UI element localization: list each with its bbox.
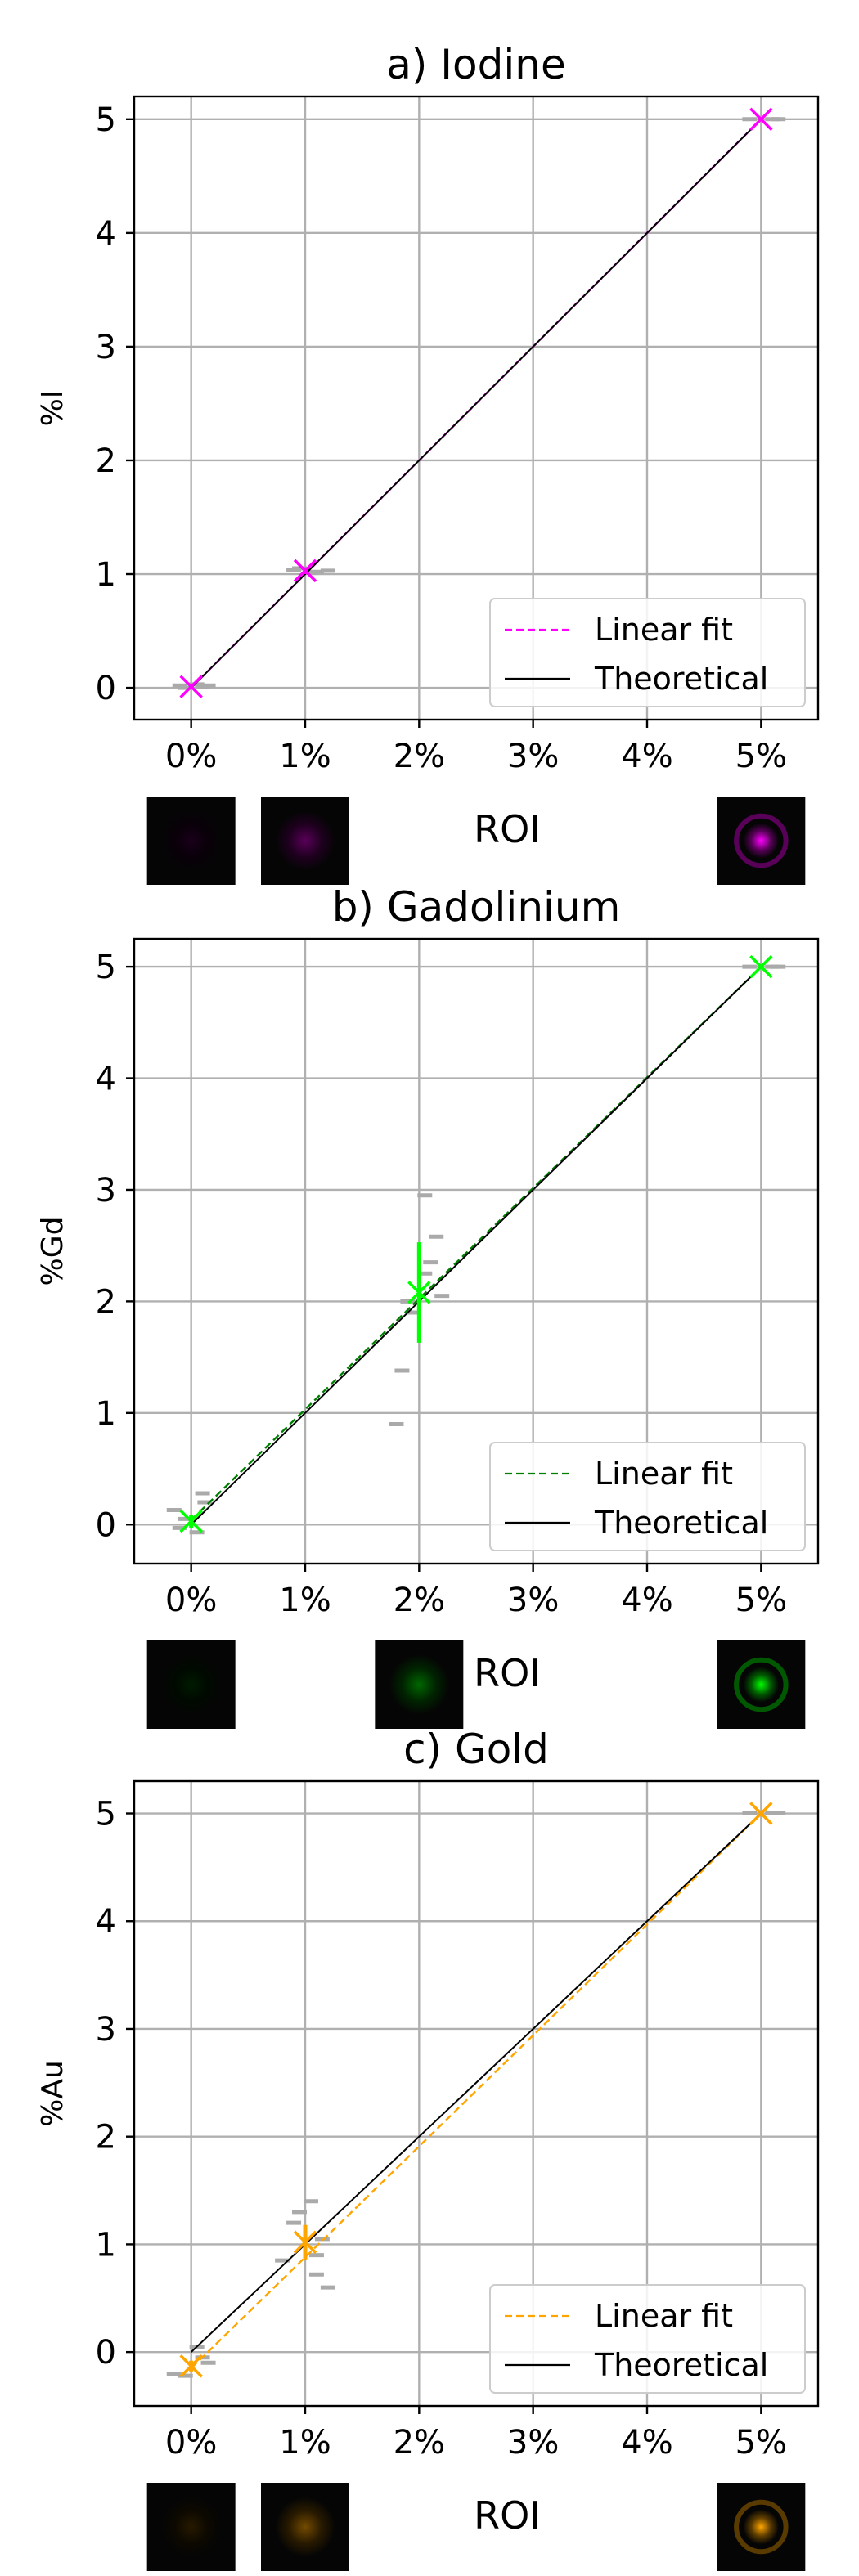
chart-1-xtick-label-2: 2% <box>394 1582 445 1619</box>
chart-2-xtick-label-4: 4% <box>621 2424 672 2462</box>
chart-2-ytick-label-5: 5 <box>96 1796 116 1833</box>
chart-1-group: b) Gadolinium 0 1 2 3 4 5 0% 1% 2% 3% 4% 5% %Gd ROI Lin… <box>36 883 820 1729</box>
chart-1-title: b) Gadolinium <box>332 883 621 931</box>
chart-2-xtick-label-3: 3% <box>507 2424 559 2462</box>
chart-0-mean-marker-2 <box>749 107 773 132</box>
chart-2-legend-label-0: Linear fit <box>595 2298 733 2334</box>
chart-2-mean-marker-0 <box>179 2354 203 2378</box>
chart-0-axes-frame <box>133 95 820 721</box>
chart-2-plot-area <box>166 1802 786 2378</box>
chart-1-ytick-label-1: 1 <box>96 1395 116 1433</box>
chart-2-xtick-label-5: 5% <box>735 2424 787 2462</box>
chart-1-roi-thumbnail-spot-1 <box>389 1654 450 1715</box>
chart-1-plot-area <box>166 954 786 1535</box>
chart-1-ylabel: %Gd <box>36 1217 70 1286</box>
chart-2-axes-frame <box>133 1779 820 2408</box>
chart-1-xtick-label-5: 5% <box>735 1582 787 1619</box>
chart-0-roi-thumbnail-spot-0 <box>160 810 222 871</box>
chart-0-roi-thumbnail-spot-2 <box>743 823 779 859</box>
chart-2-mean-marker-2 <box>749 1802 773 1825</box>
chart-0-xtick-label-0: 0% <box>165 738 217 775</box>
chart-2-legend-label-1: Theoretical <box>594 2347 768 2383</box>
chart-0-xtick-label-3: 3% <box>507 738 559 775</box>
chart-2-ytick-label-2: 2 <box>96 2119 116 2156</box>
chart-1-mean-marker-2 <box>749 954 773 979</box>
chart-0-mean-marker-1 <box>293 559 317 583</box>
chart-0-ylabel: %I <box>36 390 70 427</box>
chart-0-ytick-label-5: 5 <box>96 101 116 139</box>
chart-0-xtick-label-4: 4% <box>621 738 672 775</box>
chart-1-ytick-label-2: 2 <box>96 1283 116 1321</box>
chart-0-roi-thumbnail-spot-1 <box>275 810 335 871</box>
chart-0-legend-label-1: Theoretical <box>594 661 768 697</box>
chart-0-xtick-label-2: 2% <box>394 738 445 775</box>
chart-1-xlabel: ROI <box>474 1651 541 1695</box>
chart-2-linear-fit-line <box>190 1812 762 2369</box>
chart-1-xtick-label-3: 3% <box>507 1582 559 1619</box>
chart-0-xlabel: ROI <box>474 807 541 851</box>
chart-0-ytick-label-4: 4 <box>96 215 116 253</box>
chart-1-mean-marker-1 <box>407 1281 431 1304</box>
chart-2-ytick-label-1: 1 <box>96 2226 116 2264</box>
chart-2-ytick-label-0: 0 <box>96 2334 116 2372</box>
chart-0-mean-marker-0 <box>179 675 203 698</box>
chart-2-ytick-label-4: 4 <box>96 1903 116 1941</box>
chart-2-xtick-label-2: 2% <box>394 2424 445 2462</box>
chart-1-linear-fit-line <box>190 966 762 1521</box>
chart-0-title: a) Iodine <box>386 41 565 88</box>
chart-1-ytick-label-4: 4 <box>96 1061 116 1098</box>
chart-0-group: a) Iodine 0 1 2 3 4 5 0% 1% 2% 3% 4% 5% %I ROI Linear f… <box>36 41 820 885</box>
chart-1-ytick-label-5: 5 <box>96 949 116 986</box>
chart-0-theoretical-line <box>190 119 762 689</box>
chart-2-xtick-label-0: 0% <box>165 2424 217 2462</box>
chart-1-ytick-label-3: 3 <box>96 1172 116 1209</box>
chart-0-ytick-label-3: 3 <box>96 329 116 366</box>
chart-1-axes-frame <box>133 937 820 1565</box>
chart-1-ytick-label-0: 0 <box>96 1506 116 1544</box>
chart-2-theoretical-line <box>190 1812 762 2353</box>
chart-1-roi-thumbnail-spot-0 <box>160 1654 222 1715</box>
chart-1-legend-label-1: Theoretical <box>594 1505 768 1541</box>
chart-1-xtick-label-4: 4% <box>621 1582 672 1619</box>
chart-1-xtick-label-1: 1% <box>279 1582 331 1619</box>
chart-2-xlabel: ROI <box>474 2493 541 2538</box>
chart-0-xtick-label-5: 5% <box>735 738 787 775</box>
chart-2-group: c) Gold 0 1 2 3 4 5 0% 1% 2% 3% 4% 5% %Au ROI Linear fi… <box>36 1726 820 2571</box>
chart-2-roi-thumbnail-spot-0 <box>160 2497 222 2557</box>
chart-0-ytick-label-2: 2 <box>96 442 116 480</box>
chart-2-roi-thumbnail-ring-2 <box>734 2499 789 2555</box>
chart-2-roi-thumbnail-spot-2 <box>743 2509 779 2545</box>
chart-2-mean-marker-1 <box>293 2230 317 2255</box>
chart-2-roi-thumbnail-spot-1 <box>275 2497 335 2557</box>
chart-0-plot-area <box>172 107 786 698</box>
chart-1-xtick-label-0: 0% <box>165 1582 217 1619</box>
chart-1-theoretical-line <box>190 966 762 1525</box>
chart-0-ytick-label-0: 0 <box>96 670 116 707</box>
chart-2-title: c) Gold <box>403 1726 549 1773</box>
chart-0-xtick-label-1: 1% <box>279 738 331 775</box>
chart-1-roi-thumbnail-ring-2 <box>734 1657 789 1712</box>
chart-2-xtick-label-1: 1% <box>279 2424 331 2462</box>
chart-1-legend-label-0: Linear fit <box>595 1456 733 1492</box>
chart-0-roi-thumbnail-ring-2 <box>734 813 789 868</box>
chart-1-roi-thumbnail-spot-2 <box>743 1667 779 1703</box>
chart-0-legend-label-0: Linear fit <box>595 612 733 648</box>
chart-1-mean-marker-0 <box>179 1509 203 1533</box>
chart-0-ytick-label-1: 1 <box>96 556 116 594</box>
chart-2-ytick-label-3: 3 <box>96 2011 116 2049</box>
chart-2-ylabel: %Au <box>36 2060 70 2127</box>
